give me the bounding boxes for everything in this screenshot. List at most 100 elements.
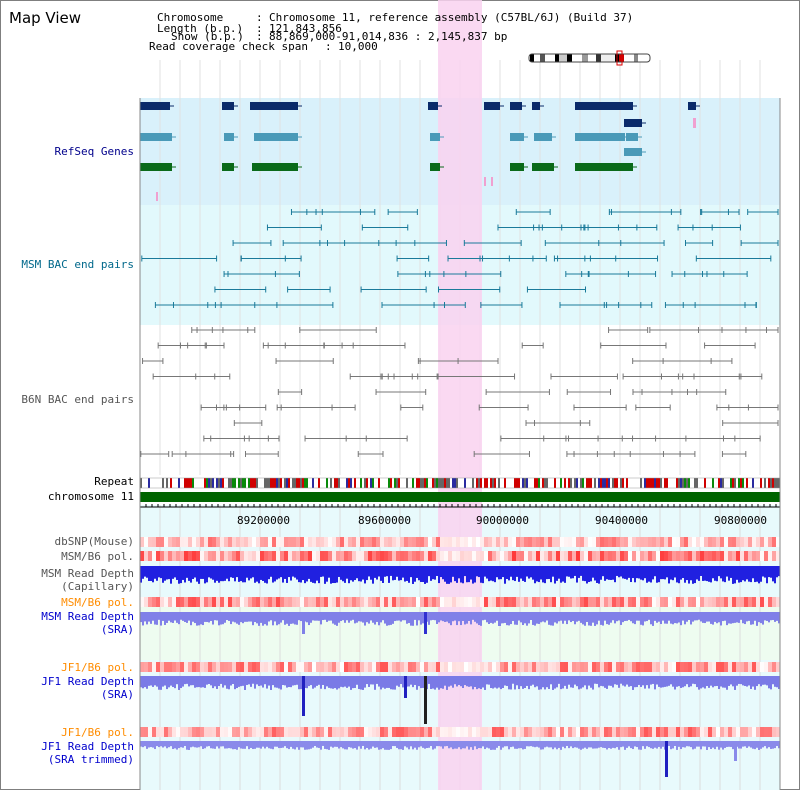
msm-capillary-depth-bar <box>324 566 326 584</box>
jf1-sra-depth-bar <box>208 676 210 684</box>
repeat-segment <box>582 478 584 488</box>
msm-b6-pol-cell <box>300 551 304 561</box>
msm-b6-pol-sra-cell <box>396 597 400 607</box>
jf1-sra-depth-bar <box>418 676 420 687</box>
dbsnp-cell <box>772 537 776 547</box>
msm-b6-pol-cell <box>372 551 376 561</box>
chromosome-info-value: Chromosome 11, reference assembly (C57BL… <box>269 11 634 24</box>
repeat-segment <box>164 478 166 488</box>
msm-capillary-depth-bar <box>436 566 438 576</box>
jf1-trim-depth-bar <box>394 741 396 747</box>
repeat-segment <box>534 478 536 488</box>
msm-sra-depth-bar <box>770 612 772 621</box>
msm-capillary-depth-bar <box>644 566 646 579</box>
jf1-sra-depth-bar <box>750 676 752 689</box>
jf1-trim-depth-bar <box>188 741 190 750</box>
msm-sra-depth-bar <box>202 612 204 626</box>
ideogram-band <box>572 54 582 62</box>
jf1-b6-pol-trim-cell <box>320 727 324 737</box>
msm-sra-depth-bar <box>714 612 716 622</box>
jf1-trim-depth-bar <box>562 741 564 747</box>
repeat-segment <box>478 478 480 488</box>
msm-b6-pol-cell <box>524 551 528 561</box>
msm-capillary-depth-bar <box>374 566 376 578</box>
jf1-sra-depth-bar <box>692 676 694 684</box>
dbsnp-cell <box>204 537 208 547</box>
msm-sra-depth-bar <box>496 612 498 621</box>
dbsnp-cell <box>188 537 192 547</box>
jf1-trim-depth-bar <box>418 741 420 748</box>
repeat-segment <box>660 478 662 488</box>
msm-b6-pol-cell <box>628 551 632 561</box>
msm-b6-pol-sra-cell <box>676 597 680 607</box>
msm-b6-pol-cell <box>432 551 436 561</box>
jf1-b6-pol-cell <box>204 662 208 672</box>
jf1-trim-depth-bar <box>346 741 348 750</box>
msm-b6-pol-cell <box>724 551 728 561</box>
msm-capillary-depth-bar <box>236 566 238 578</box>
jf1-trim-depth-bar <box>474 741 476 747</box>
msm-sra-depth-bar <box>232 612 234 622</box>
msm-sra-depth-bar <box>716 612 718 624</box>
jf1-b6-pol-cell <box>728 662 732 672</box>
msm-capillary-depth-bar <box>722 566 724 582</box>
repeat-segment <box>516 478 518 488</box>
jf1-sra-depth-bar <box>640 676 642 687</box>
msm-b6-pol-cell <box>728 551 732 561</box>
msm-b6-pol-cell <box>732 551 736 561</box>
msm-sra-depth-bar <box>336 612 338 626</box>
msm-sra-depth-bar <box>256 612 258 624</box>
repeat-segment <box>634 478 636 488</box>
msm-capillary-depth-bar <box>150 566 152 581</box>
msm-capillary-depth-bar <box>410 566 412 578</box>
repeat-segment <box>376 478 378 488</box>
jf1-sra-depth-bar <box>488 676 490 685</box>
msm-sra-depth-bar <box>222 612 224 625</box>
jf1-trim-depth-bar <box>334 741 336 747</box>
jf1-b6-pol-cell <box>172 662 176 672</box>
jf1-trim-depth-bar <box>466 741 468 747</box>
msm-sra-depth-bar <box>578 612 580 621</box>
jf1-b6-pol-trim-cell <box>516 727 520 737</box>
msm-b6-pol-cell <box>396 551 400 561</box>
repeat-segment <box>504 478 506 488</box>
msm-capillary-depth-bar <box>588 566 590 583</box>
msm-capillary-depth-bar <box>360 566 362 582</box>
repeat-segment <box>388 478 390 488</box>
repeat-segment <box>594 478 596 488</box>
jf1-b6-pol-trim-cell <box>448 727 452 737</box>
dbsnp-cell <box>636 537 640 547</box>
jf1-trim-depth-bar <box>662 741 664 747</box>
msm-b6-pol-sra-cell <box>432 597 436 607</box>
msm-sra-depth-bar <box>300 612 302 622</box>
repeat-segment <box>202 478 204 488</box>
dbsnp-cell <box>240 537 244 547</box>
repeat-segment <box>330 478 332 488</box>
repeat-segment <box>764 478 766 488</box>
repeat-segment <box>336 478 338 488</box>
jf1-sra-depth-bar <box>162 676 164 687</box>
repeat-segment <box>400 478 402 488</box>
jf1-sra-depth-bar <box>258 676 260 687</box>
jf1-sra-depth-bar <box>240 676 242 687</box>
dbsnp-cell <box>628 537 632 547</box>
msm-sra-depth-bar <box>722 612 724 622</box>
jf1-sra-depth-bar <box>358 676 360 690</box>
msm-b6-pol-cell <box>484 551 488 561</box>
jf1-trim-depth-bar <box>470 741 472 748</box>
msm-sra-depth-bar <box>276 612 278 626</box>
jf1-sra-depth-bar <box>726 676 728 690</box>
jf1-sra-depth-bar <box>190 676 192 686</box>
jf1-b6-pol-cell <box>564 662 568 672</box>
jf1-trim-depth-bar <box>618 741 620 750</box>
jf1-trim-depth-bar <box>264 741 266 749</box>
msm-b6-pol-cell <box>660 551 664 561</box>
jf1-sra-depth-bar <box>364 676 366 688</box>
msm-sra-depth-bar <box>518 612 520 621</box>
jf1-trim-depth-bar <box>498 741 500 746</box>
msm-capillary-depth-bar <box>212 566 214 580</box>
repeat-segment <box>348 478 350 488</box>
msm-b6-pol-cell <box>488 551 492 561</box>
msm-capillary-depth-bar <box>656 566 658 583</box>
